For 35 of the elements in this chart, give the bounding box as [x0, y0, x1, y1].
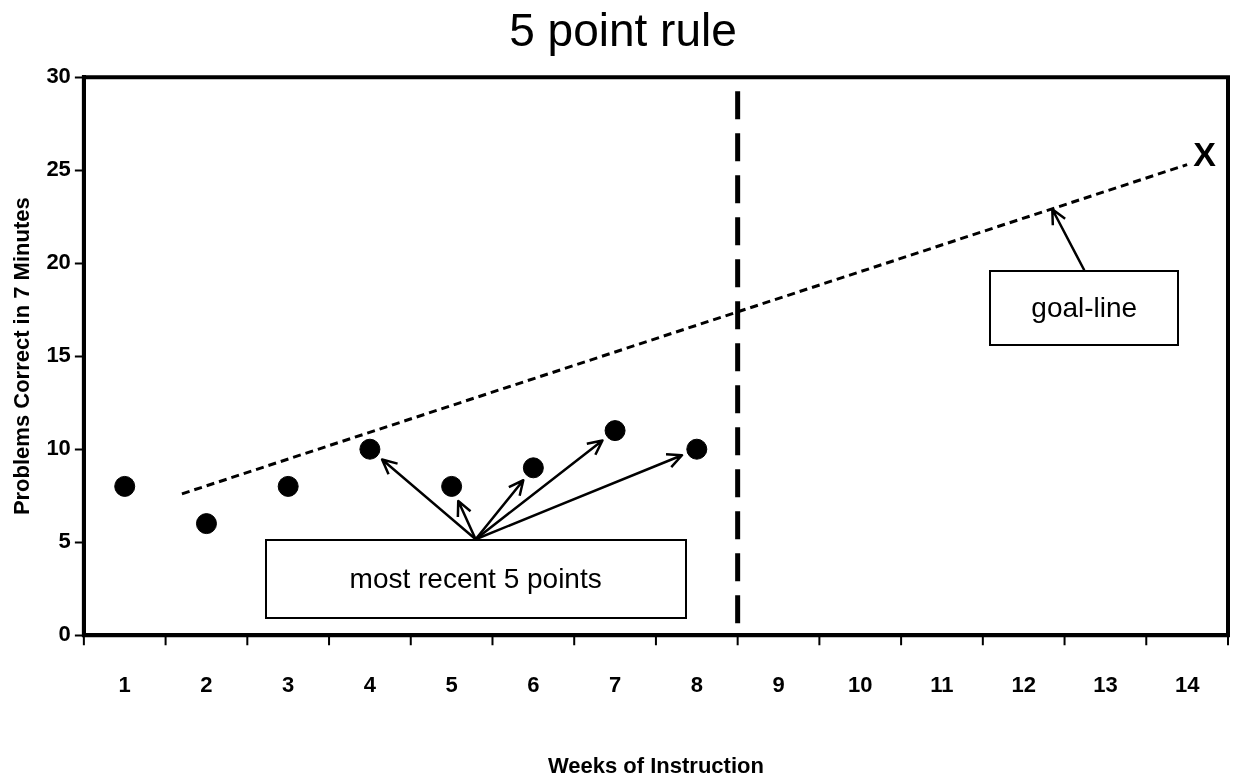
x-tick-label: 3 [282, 672, 295, 698]
annotation: X [1193, 134, 1216, 174]
chart-title: 5 point rule [509, 4, 737, 57]
annotation: most recent 5 points [264, 539, 687, 620]
annotation: goal-line [989, 270, 1180, 347]
y-tick-label: 5 [58, 528, 71, 554]
point [604, 420, 626, 442]
point [522, 457, 544, 479]
x-tick-label: 7 [608, 672, 622, 698]
point [114, 475, 136, 497]
y-tick-label: 15 [46, 342, 71, 368]
y-tick-label: 30 [46, 63, 71, 89]
x-tick-label: 11 [930, 672, 954, 698]
x-tick-label: 6 [527, 672, 540, 698]
x-tick-label: 5 [445, 672, 458, 698]
x-tick-label: 2 [200, 672, 213, 698]
y-axis-title: Problems Correct in 7 Minutes [9, 197, 35, 516]
point [359, 438, 381, 460]
x-tick-label: 9 [772, 672, 785, 698]
point [195, 513, 217, 535]
x-tick-label: 4 [363, 672, 377, 698]
y-tick-label: 25 [46, 156, 71, 182]
x-tick-label: 14 [1174, 672, 1201, 698]
point [441, 475, 463, 497]
x-axis-title: Weeks of Instruction [547, 752, 764, 778]
y-tick-label: 10 [46, 435, 71, 461]
point [686, 438, 708, 460]
point [277, 475, 299, 497]
y-tick-label: 0 [58, 621, 71, 647]
x-tick-label: 1 [118, 672, 131, 698]
x-tick-label: 10 [848, 672, 873, 698]
y-tick-label: 20 [46, 249, 71, 275]
x-tick-label: 12 [1011, 672, 1036, 698]
x-tick-label: 8 [690, 672, 703, 698]
x-tick-label: 13 [1093, 672, 1118, 698]
